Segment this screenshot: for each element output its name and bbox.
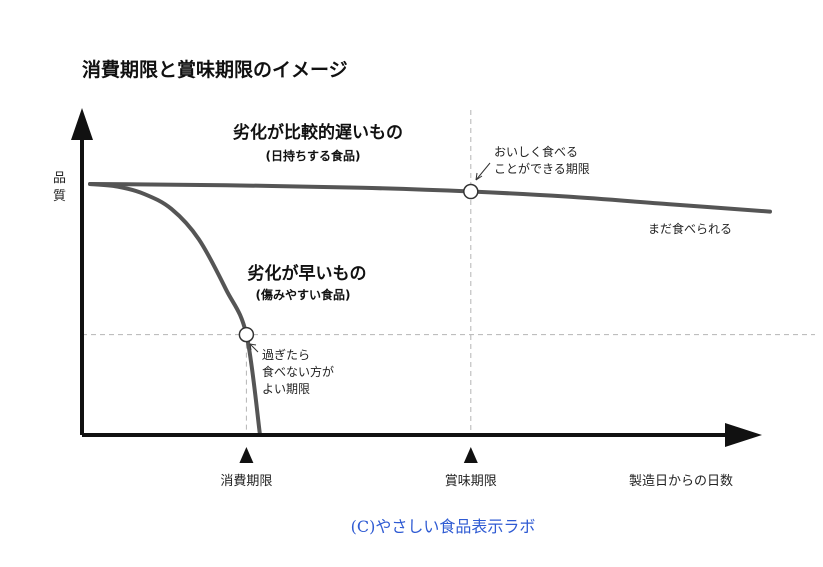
series-0-heading: 劣化が比較的遅いもの: [233, 122, 403, 143]
y-axis-label: 品 質: [53, 171, 66, 204]
annotation-best-before-line-1: おいしく食べる: [494, 144, 578, 159]
annotation-use-by-line-1: 過ぎたら: [262, 348, 310, 362]
best-before-point: [463, 183, 479, 200]
credit-text: (C)やさしい食品表示ラボ: [351, 517, 536, 536]
axes: [71, 108, 762, 447]
y-axis-arrowhead: [71, 108, 93, 140]
annotation-use-by: 過ぎたら 食べない方が よい期限: [249, 343, 334, 396]
x-markers: 消費期限 賞味期限: [220, 447, 497, 489]
x-axis-arrowhead: [725, 423, 762, 447]
series-line-0: [88, 182, 772, 214]
x-axis-label: 製造日からの日数: [629, 474, 733, 489]
series-0-subheading: (日持ちする食品): [266, 148, 361, 163]
annotation-use-by-pointer: [249, 343, 259, 353]
annotation-best-before: おいしく食べる ことができる期限: [475, 144, 590, 181]
annotation-use-by-arrowhead: [249, 343, 257, 351]
use-by-point: [238, 326, 255, 343]
annotation-use-by-line-3: よい期限: [262, 382, 310, 396]
guide-lines: [82, 110, 815, 435]
annotation-still-edible: まだ食べられる: [648, 221, 732, 236]
series-line-1: [88, 182, 262, 437]
series-1-heading: 劣化が早いもの: [248, 263, 367, 284]
annotation-use-by-line-2: 食べない方が: [262, 364, 334, 379]
x-marker-label-0: 消費期限: [220, 474, 272, 489]
annotation-best-before-line-2: ことができる期限: [494, 161, 590, 176]
series-1-subheading: (傷みやすい食品): [256, 287, 351, 302]
annotation-best-before-pointer: [475, 162, 491, 181]
marker-points: [238, 183, 479, 343]
y-axis-label-char-1: 品: [53, 171, 66, 186]
x-marker-triangle-0: [239, 447, 254, 463]
x-marker-triangle-1: [463, 447, 478, 463]
x-marker-label-1: 賞味期限: [445, 474, 497, 489]
y-axis-label-char-2: 質: [53, 189, 66, 204]
chart-title: 消費期限と賞味期限のイメージ: [82, 58, 348, 81]
annotation-best-before-arrowhead: [475, 172, 483, 181]
